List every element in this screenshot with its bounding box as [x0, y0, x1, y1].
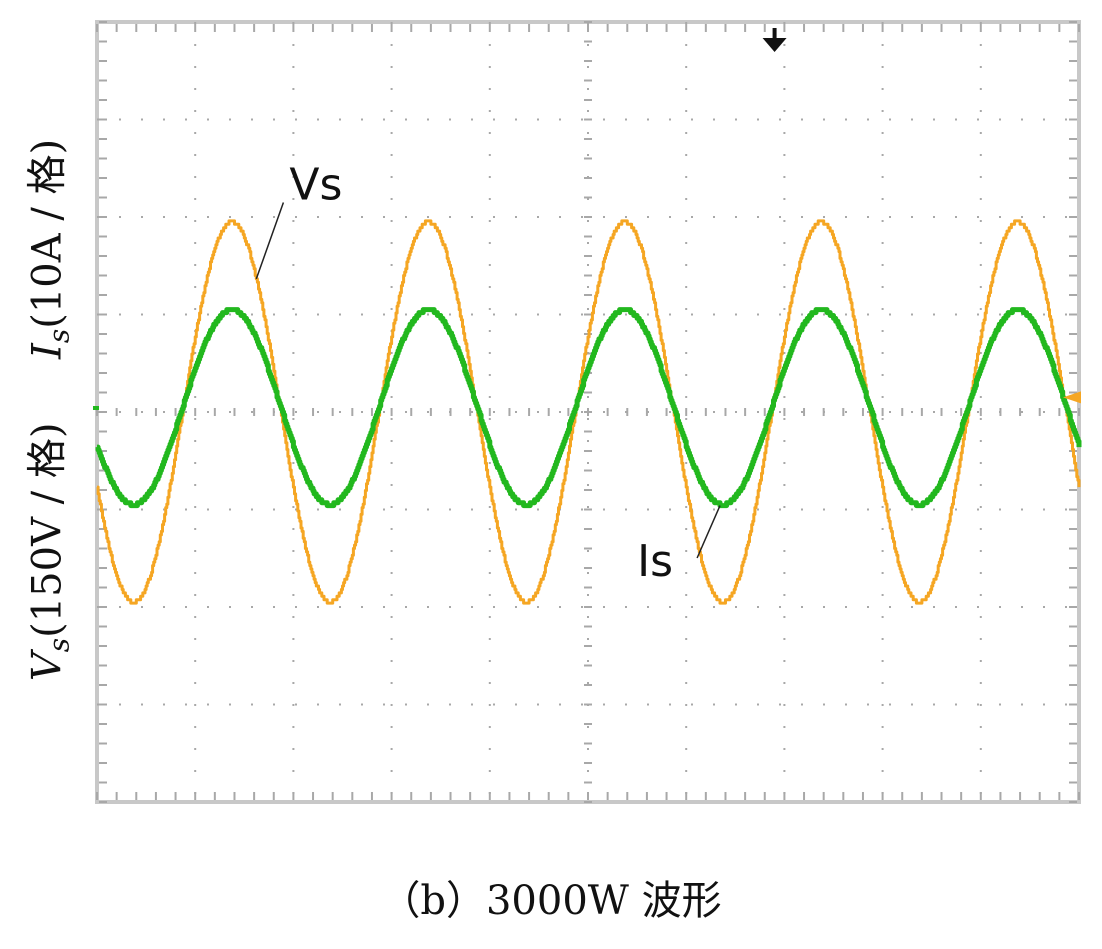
channel-marker-icon	[93, 406, 99, 410]
trigger-arrow-icon	[762, 38, 787, 52]
annotation-leader-is	[696, 505, 721, 559]
annotation-label-vs: Vs	[289, 160, 342, 211]
y-axis-label-area: Vs(150V / 格) Is(10A / 格)	[0, 0, 90, 800]
y-axis-label: Vs(150V / 格) Is(10A / 格)	[15, 139, 76, 681]
voltage-symbol: V	[24, 652, 71, 682]
grid	[96, 21, 1080, 803]
current-scale: (10A / 格)	[24, 138, 71, 329]
ground-marker-icon	[1063, 391, 1081, 404]
annotation-leader-vs	[255, 202, 285, 280]
figure-caption: （b）3000W 波形	[380, 878, 722, 924]
voltage-scale: (150V / 格)	[24, 422, 71, 638]
current-subscript: s	[42, 328, 76, 344]
series-layer	[95, 219, 1082, 605]
series-vs-trace	[96, 219, 1081, 605]
annotation-label-is: Is	[637, 536, 673, 587]
voltage-subscript: s	[42, 637, 76, 653]
marker-layer	[93, 28, 1081, 410]
series-is-trace	[95, 307, 1082, 509]
annotation-layer: Vs Is	[255, 160, 721, 587]
current-symbol: I	[24, 343, 71, 359]
